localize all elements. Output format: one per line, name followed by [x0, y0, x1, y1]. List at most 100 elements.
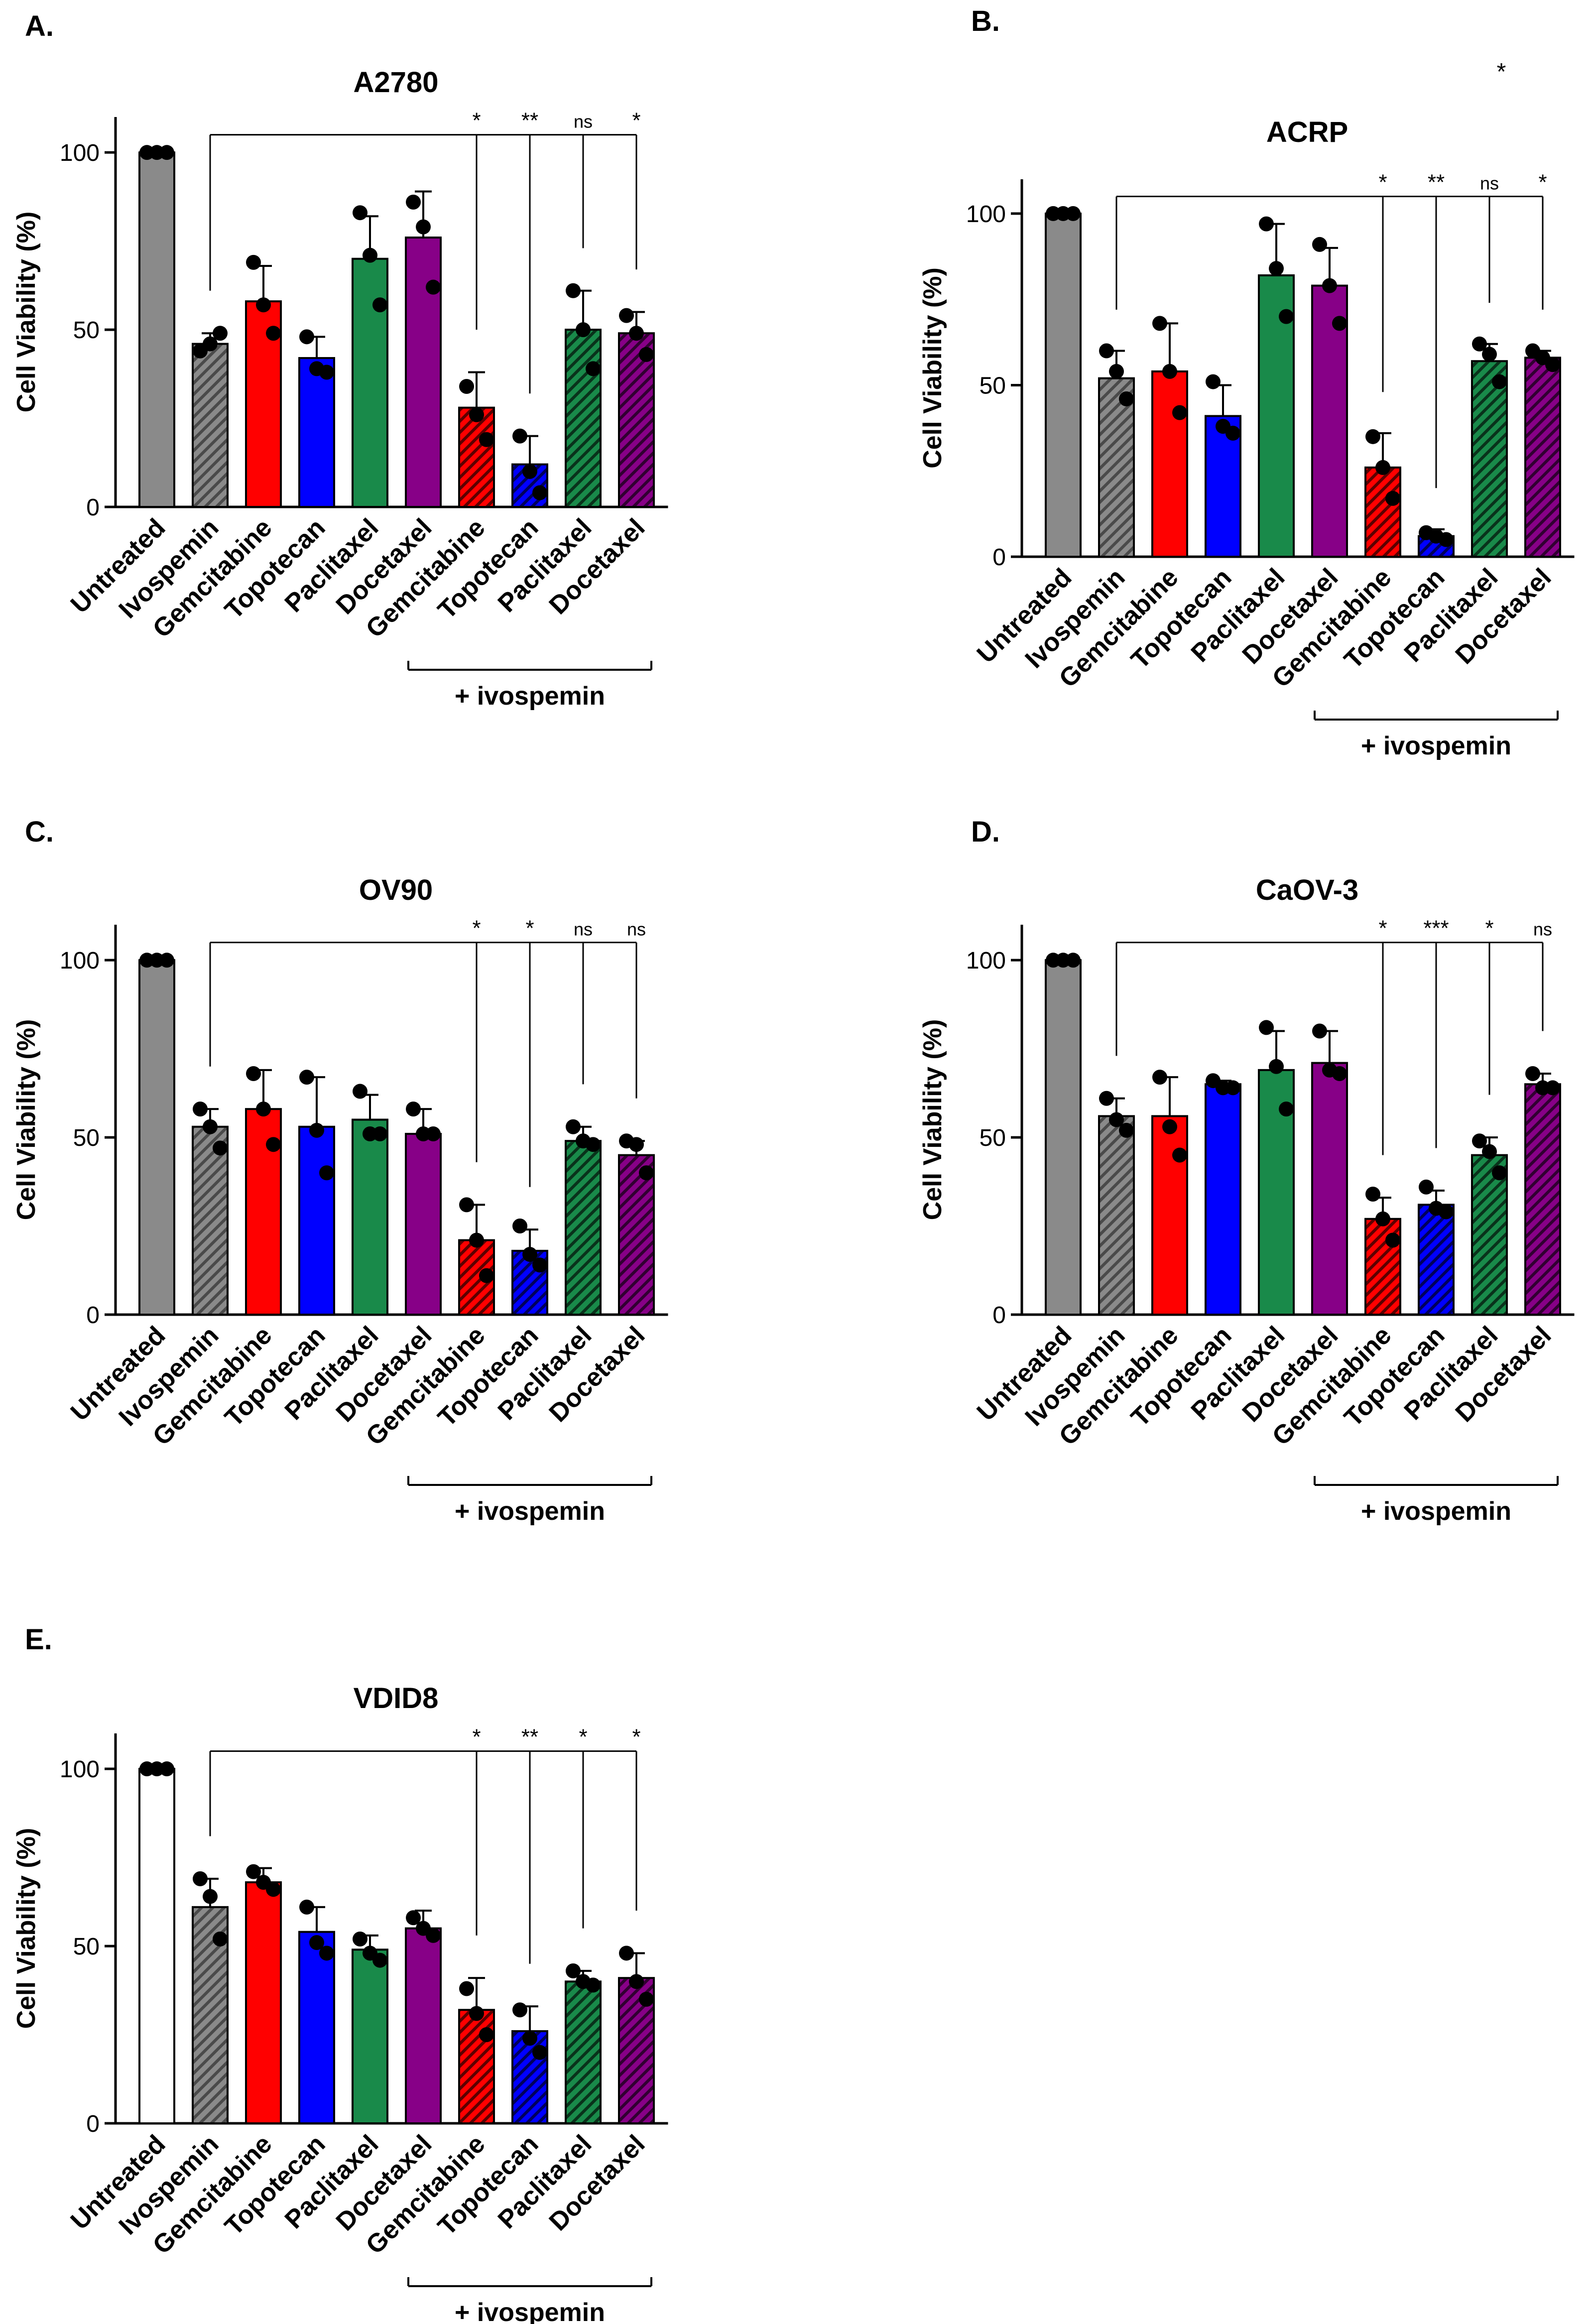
- bar: [298, 1125, 335, 1316]
- data-point: [1322, 278, 1337, 293]
- data-point: [246, 254, 261, 270]
- y-tick-label: 0: [992, 1302, 1006, 1329]
- data-point: [1439, 532, 1454, 547]
- data-point: [203, 1119, 218, 1134]
- data-point: [372, 1953, 387, 1968]
- bar: [245, 1881, 282, 2124]
- chart-title: ACRP: [1266, 116, 1348, 148]
- bar: [1151, 370, 1188, 558]
- y-tick-label: 100: [966, 948, 1006, 974]
- bar: [352, 257, 388, 508]
- significance-label: *: [525, 916, 534, 941]
- y-tick-label: 50: [73, 1934, 100, 1960]
- data-point: [1109, 1112, 1124, 1127]
- bar-hatch: [194, 345, 227, 506]
- y-tick-label: 0: [992, 544, 1006, 571]
- significance-label: *: [1378, 170, 1387, 194]
- y-axis-label: Cell Viability (%): [12, 212, 41, 413]
- data-point: [1119, 1122, 1134, 1138]
- data-point: [299, 1899, 314, 1915]
- data-point: [193, 1101, 208, 1117]
- significance-label: *: [472, 109, 481, 133]
- significance-label: **: [521, 109, 538, 133]
- data-point: [512, 428, 527, 444]
- significance-label: *: [632, 109, 640, 133]
- data-point: [1492, 1165, 1507, 1181]
- data-point: [1225, 425, 1240, 441]
- y-tick-label: 100: [60, 140, 100, 166]
- data-point: [1365, 1186, 1380, 1202]
- data-point: [1119, 391, 1134, 407]
- data-point: [426, 1928, 441, 1943]
- data-point: [1385, 490, 1400, 506]
- chart-title: VDID8: [354, 1682, 439, 1714]
- data-point: [619, 308, 634, 323]
- data-point: [459, 1197, 474, 1213]
- data-point: [469, 407, 484, 422]
- data-point: [512, 2002, 527, 2018]
- y-tick-label: 50: [980, 372, 1006, 399]
- data-point: [266, 326, 281, 341]
- data-point: [1482, 347, 1497, 362]
- y-tick-label: 0: [86, 1302, 100, 1329]
- data-point: [1385, 1232, 1400, 1248]
- bar: [1045, 212, 1082, 558]
- data-point: [469, 2006, 484, 2021]
- significance-label: ns: [627, 919, 646, 940]
- data-point: [1312, 1023, 1327, 1039]
- bar-hatch: [1366, 468, 1399, 556]
- data-point: [1482, 1144, 1497, 1159]
- data-point: [353, 1084, 368, 1099]
- data-point: [1439, 1204, 1454, 1220]
- data-point: [353, 1931, 368, 1947]
- data-point: [1545, 357, 1560, 372]
- data-point: [213, 326, 228, 341]
- data-point: [1162, 364, 1177, 379]
- data-point: [266, 1882, 281, 1897]
- data-point: [266, 1137, 281, 1152]
- data-point: [1312, 237, 1327, 252]
- bar-hatch: [1473, 1156, 1506, 1314]
- data-point: [426, 279, 441, 295]
- data-point: [586, 1137, 601, 1152]
- significance-label: *: [472, 1725, 481, 1749]
- significance-label: **: [1428, 170, 1445, 194]
- y-tick-label: 100: [60, 948, 100, 974]
- y-axis-label: Cell Viability (%): [12, 1019, 41, 1221]
- significance-label: ns: [574, 112, 593, 132]
- data-point: [159, 145, 174, 160]
- data-point: [479, 2027, 494, 2043]
- data-point: [203, 1889, 218, 1904]
- data-point: [193, 1871, 208, 1886]
- bar: [1151, 1115, 1188, 1316]
- significance-label: ***: [1423, 916, 1449, 941]
- data-point: [406, 1101, 421, 1117]
- data-point: [1066, 953, 1081, 968]
- data-point: [629, 1974, 644, 1989]
- data-point: [1225, 1080, 1240, 1096]
- bar: [138, 151, 175, 508]
- data-point: [1472, 336, 1487, 352]
- data-point: [522, 2031, 537, 2046]
- bar-hatch: [194, 1127, 227, 1314]
- data-point: [426, 1126, 441, 1141]
- significance-label: *: [1378, 916, 1387, 941]
- data-point: [629, 1137, 644, 1152]
- bar: [298, 1931, 335, 2124]
- data-point: [213, 1931, 228, 1947]
- data-point: [532, 485, 547, 500]
- chart-title: CaOV-3: [1256, 874, 1358, 906]
- bar-hatch: [1526, 1085, 1559, 1314]
- bar-hatch: [1420, 1206, 1453, 1314]
- y-tick-label: 50: [73, 1125, 100, 1151]
- data-point: [1172, 405, 1187, 420]
- bar: [1311, 284, 1348, 558]
- data-point: [1206, 374, 1221, 389]
- data-point: [639, 1165, 654, 1181]
- significance-label: ns: [1533, 919, 1552, 940]
- significance-label: **: [521, 1725, 538, 1749]
- data-point: [203, 336, 218, 352]
